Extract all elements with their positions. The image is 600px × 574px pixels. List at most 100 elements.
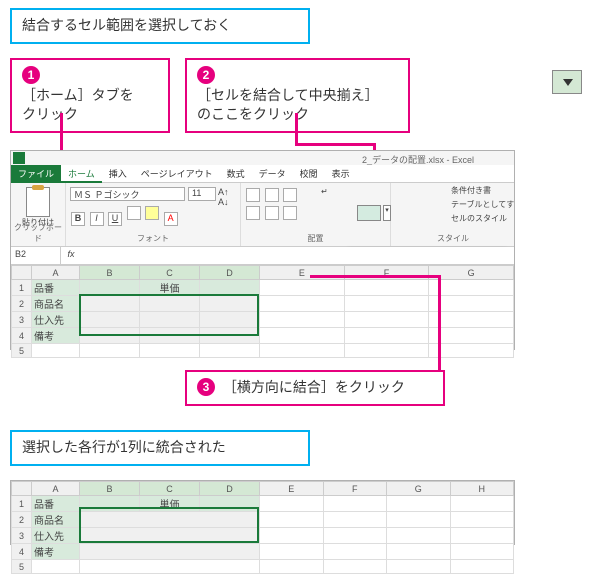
callout-step2-text: ［セルを結合して中央揃え］のここをクリック <box>197 86 382 125</box>
dropdown-decorative-icon <box>552 70 582 94</box>
connector-step2b <box>295 143 375 146</box>
align-right-icon[interactable] <box>283 206 297 220</box>
ribbon-group-styles: 条件付き書 テーブルとしてす セルのスタイル スタイル <box>391 183 515 246</box>
ribbon-tabs: ファイル ホーム 挿入 ページレイアウト 数式 データ 校閲 表示 <box>11 165 514 183</box>
merged-B3D3[interactable] <box>80 528 260 544</box>
align-left-icon[interactable] <box>246 206 260 220</box>
row-1[interactable]: 1 <box>12 280 32 296</box>
cell-A4[interactable]: 備考 <box>32 328 80 344</box>
align-mid-icon[interactable] <box>265 188 279 202</box>
formula-bar: B2 fx <box>11 247 514 265</box>
cell2-A1[interactable]: 品番 <box>32 496 80 512</box>
align-bot-icon[interactable] <box>283 188 297 202</box>
align-center-icon[interactable] <box>265 206 279 220</box>
col2-D[interactable]: D <box>200 482 260 496</box>
tab-home[interactable]: ホーム <box>61 165 102 183</box>
excel-logo-icon <box>13 152 25 164</box>
merged-B4D4[interactable] <box>80 544 260 560</box>
connector-step3b <box>310 275 441 278</box>
cell-A1[interactable]: 品番 <box>32 280 80 296</box>
font-color-icon[interactable]: A <box>164 212 178 226</box>
row-2[interactable]: 2 <box>12 296 32 312</box>
cell2-C1[interactable]: 単価 <box>140 496 200 512</box>
callout-text: 結合するセル範囲を選択しておく <box>22 17 231 33</box>
ribbon: 貼り付け クリップボード ＭＳ Ｐゴシック 11 A↑ A↓ B I U A フ… <box>11 183 514 247</box>
col-B[interactable]: B <box>80 266 140 280</box>
italic-icon[interactable]: I <box>90 212 104 226</box>
name-box[interactable]: B2 <box>11 247 61 264</box>
row2-2[interactable]: 2 <box>12 512 32 528</box>
badge-2: 2 <box>197 66 215 84</box>
cond-format-button[interactable]: 条件付き書 <box>451 185 491 196</box>
fill-icon[interactable] <box>145 206 159 220</box>
font-name-select[interactable]: ＭＳ Ｐゴシック <box>70 187 185 201</box>
row2-5[interactable]: 5 <box>12 560 32 574</box>
cell-D1[interactable] <box>200 280 260 296</box>
col2-C[interactable]: C <box>140 482 200 496</box>
border-icon[interactable] <box>127 206 141 220</box>
wrap-text-button[interactable]: ↵ <box>321 187 328 196</box>
callout-result-text: 選択した各行が1列に統合された <box>22 439 226 455</box>
ribbon-label-alignment: 配置 <box>241 233 390 244</box>
cell-C1[interactable]: 単価 <box>140 280 200 296</box>
font-size-select[interactable]: 11 <box>188 187 216 201</box>
bold-icon[interactable]: B <box>71 212 85 226</box>
cell-B1[interactable] <box>80 280 140 296</box>
col2-F[interactable]: F <box>323 482 387 496</box>
col2-G[interactable]: G <box>387 482 451 496</box>
tab-formulas[interactable]: 数式 <box>220 165 252 183</box>
col2-H[interactable]: H <box>450 482 514 496</box>
callout-step1-text: ［ホーム］タブをクリック <box>22 86 142 125</box>
ribbon-label-font: フォント <box>66 233 240 244</box>
callout-step-1: 1 ［ホーム］タブをクリック <box>10 58 170 133</box>
col2-E[interactable]: E <box>260 482 324 496</box>
paste-icon[interactable] <box>26 187 50 217</box>
badge-3: 3 <box>197 378 215 396</box>
font-size-btns[interactable]: A↑ A↓ <box>218 187 240 207</box>
table-format-button[interactable]: テーブルとしてす <box>451 199 514 210</box>
cell-A3[interactable]: 仕入先 <box>32 312 80 328</box>
connector-step2a <box>295 113 298 143</box>
align-top-icon[interactable] <box>246 188 260 202</box>
row-3[interactable]: 3 <box>12 312 32 328</box>
callout-step3-text: ［横方向に結合］をクリック <box>223 378 405 398</box>
row-4[interactable]: 4 <box>12 328 32 344</box>
col2-B[interactable]: B <box>80 482 140 496</box>
corner-cell-2[interactable] <box>12 482 32 496</box>
merge-cells-button[interactable] <box>357 205 381 221</box>
tab-file[interactable]: ファイル <box>11 165 61 183</box>
col-G[interactable]: G <box>429 266 514 280</box>
corner-cell[interactable] <box>12 266 32 280</box>
cell2-A4[interactable]: 備考 <box>32 544 80 560</box>
grid-2[interactable]: A B C D E F G H 1 品番 単価 2 商品名 <box>11 481 514 545</box>
merge-dropdown-arrow[interactable]: ▾ <box>383 205 391 221</box>
col2-A[interactable]: A <box>32 482 80 496</box>
callout-result-note: 選択した各行が1列に統合された <box>10 430 310 466</box>
ribbon-group-font: ＭＳ Ｐゴシック 11 A↑ A↓ B I U A フォント <box>66 183 241 246</box>
ribbon-group-clipboard: 貼り付け クリップボード <box>11 183 66 246</box>
col-D[interactable]: D <box>200 266 260 280</box>
tab-data[interactable]: データ <box>252 165 293 183</box>
tab-view[interactable]: 表示 <box>325 165 357 183</box>
excel-window-2: A B C D E F G H 1 品番 単価 2 商品名 <box>10 480 515 545</box>
col-C[interactable]: C <box>140 266 200 280</box>
connector-step3a <box>438 275 441 371</box>
row2-1[interactable]: 1 <box>12 496 32 512</box>
merged-B2D2[interactable] <box>80 512 260 528</box>
row2-4[interactable]: 4 <box>12 544 32 560</box>
cell2-A3[interactable]: 仕入先 <box>32 528 80 544</box>
tab-insert[interactable]: 挿入 <box>102 165 134 183</box>
underline-icon[interactable]: U <box>108 212 122 226</box>
row2-3[interactable]: 3 <box>12 528 32 544</box>
cell-style-button[interactable]: セルのスタイル <box>451 213 507 224</box>
tab-review[interactable]: 校閲 <box>293 165 325 183</box>
col-A[interactable]: A <box>32 266 80 280</box>
callout-top-note: 結合するセル範囲を選択しておく <box>10 8 310 44</box>
cell2-A2[interactable]: 商品名 <box>32 512 80 528</box>
ribbon-label-styles: スタイル <box>391 233 515 244</box>
row-5[interactable]: 5 <box>12 344 32 358</box>
fx-icon[interactable]: fx <box>61 247 81 261</box>
ribbon-group-alignment: ↵ ▾ 配置 <box>241 183 391 246</box>
tab-page-layout[interactable]: ページレイアウト <box>134 165 220 183</box>
cell-A2[interactable]: 商品名 <box>32 296 80 312</box>
